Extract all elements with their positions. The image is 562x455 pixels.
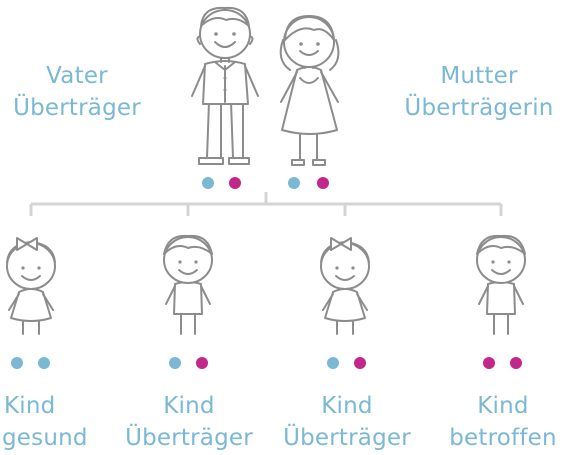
child-1-allele-2-dot xyxy=(38,357,50,369)
child-4-allele-1-dot xyxy=(483,357,495,369)
child-4-allele-2-dot xyxy=(510,357,522,369)
child-2-figure xyxy=(163,234,213,335)
child-3-figure xyxy=(320,237,370,335)
child-2-label: Kind Überträger xyxy=(120,390,258,454)
mother-label: Mutter Überträgerin xyxy=(398,60,560,124)
father-allele-1-dot xyxy=(202,177,214,189)
child-2-label-line2: Überträger xyxy=(125,425,253,451)
child-1-allele-1-dot xyxy=(11,357,23,369)
child-3-label: Kind Überträger xyxy=(278,390,416,454)
child-2-allele-1-dot xyxy=(169,357,181,369)
father-label: Vater Überträger xyxy=(6,60,148,124)
child-4-label-line2: betroffen xyxy=(449,425,557,451)
child-3-allele-1-dot xyxy=(327,357,339,369)
allele-dots xyxy=(11,177,522,369)
mother-allele-1-dot xyxy=(288,177,300,189)
child-1-label-line1: Kind xyxy=(4,393,56,419)
family-tree-lines xyxy=(29,192,503,216)
father-label-line1: Vater xyxy=(46,63,108,89)
child-3-label-line2: Überträger xyxy=(283,425,411,451)
child-3-allele-2-dot xyxy=(354,357,366,369)
mother-label-line2: Überträgerin xyxy=(404,95,554,121)
child-2-label-line1: Kind xyxy=(163,393,215,419)
mother-label-line1: Mutter xyxy=(440,63,518,89)
child-1-label-line2: gesund xyxy=(2,425,88,451)
father-allele-2-dot xyxy=(229,177,241,189)
child-1-label: Kind gesund xyxy=(0,390,92,454)
child-3-label-line1: Kind xyxy=(321,393,373,419)
child-4-label-line1: Kind xyxy=(477,393,529,419)
mother-figure xyxy=(279,15,340,166)
mother-allele-2-dot xyxy=(317,177,329,189)
father-label-line2: Überträger xyxy=(13,95,141,121)
child-2-allele-2-dot xyxy=(196,357,208,369)
child-1-figure xyxy=(6,237,56,335)
child-4-label: Kind betroffen xyxy=(446,390,560,454)
father-figure xyxy=(191,6,259,165)
child-4-figure xyxy=(476,234,526,335)
